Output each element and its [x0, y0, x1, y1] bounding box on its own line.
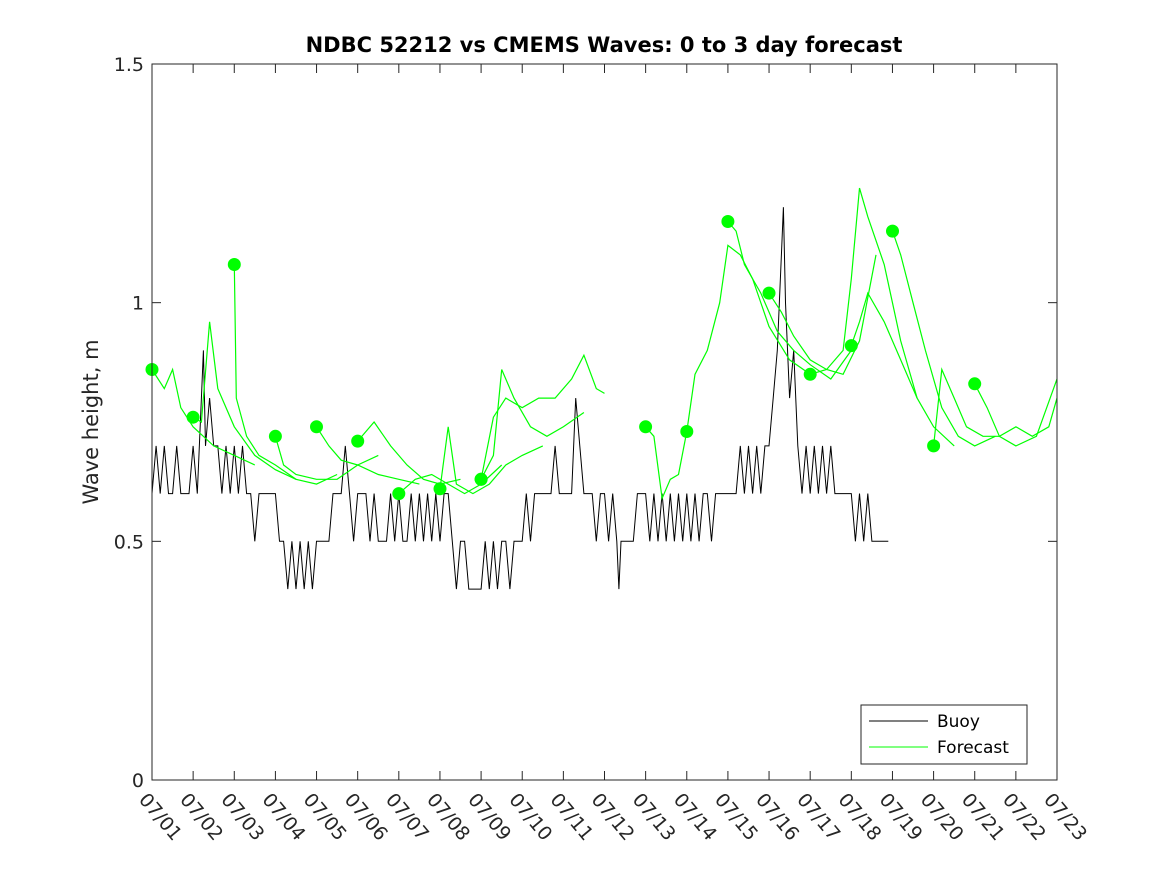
x-tick-label: 07/03	[216, 789, 268, 845]
forecast-start-marker-6	[351, 434, 365, 448]
forecast-start-marker-12	[680, 425, 694, 438]
x-tick-label: 07/23	[1039, 789, 1091, 845]
forecast-series	[151, 187, 1058, 501]
legend-forecast-label: Forecast	[937, 738, 1009, 758]
forecast-start-marker-7	[392, 487, 406, 501]
forecast-start-markers	[145, 215, 982, 501]
x-tick-label: 07/21	[957, 789, 1009, 845]
forecast-start-marker-18	[927, 439, 941, 453]
x-tick-label: 07/14	[669, 789, 721, 845]
forecast-line-5	[315, 426, 420, 485]
x-tick-label: 07/13	[628, 789, 680, 845]
legend: Buoy Forecast	[860, 704, 1028, 765]
forecast-start-marker-14	[762, 286, 776, 300]
forecast-start-marker-3	[227, 258, 241, 271]
forecast-line-13	[727, 221, 852, 380]
legend-box	[860, 704, 1028, 765]
buoy-line	[151, 207, 889, 590]
forecast-start-marker-19	[968, 377, 982, 391]
x-tick-label: 07/07	[381, 789, 433, 845]
x-tick-label: 07/11	[546, 789, 598, 845]
x-tick-label: 07/12	[587, 789, 639, 845]
forecast-line-10	[480, 353, 605, 480]
forecast-line-3	[233, 264, 338, 485]
y-axis-label: Wave height, m	[79, 339, 103, 504]
y-tick-label: 1.5	[114, 54, 144, 76]
x-tick-label: 07/17	[792, 789, 844, 845]
buoy-series	[151, 207, 889, 590]
x-tick-label: 07/06	[340, 789, 392, 845]
forecast-start-marker-15	[803, 367, 817, 381]
forecast-start-marker-10	[474, 472, 488, 486]
forecast-start-marker-2	[186, 410, 200, 424]
x-tick-label: 07/19	[875, 789, 927, 845]
chart-title: NDBC 52212 vs CMEMS Waves: 0 to 3 day fo…	[306, 33, 903, 57]
x-tick-label: 07/01	[134, 789, 186, 845]
forecast-line-18	[933, 367, 1058, 447]
forecast-line-16	[850, 291, 955, 447]
plot-area	[152, 64, 1057, 780]
x-tick-label: 07/20	[916, 789, 968, 845]
y-tick-label: 1	[132, 293, 144, 315]
forecast-line-15	[810, 187, 918, 399]
forecast-line-9	[480, 369, 585, 480]
y-tick-label: 0	[132, 770, 144, 792]
x-tick-label: 07/18	[833, 789, 885, 845]
forecast-start-marker-11	[639, 420, 653, 434]
forecast-start-marker-17	[886, 224, 899, 238]
x-tick-label: 07/05	[299, 789, 351, 845]
y-tick-label: 0.5	[114, 531, 144, 553]
forecast-start-marker-16	[844, 339, 858, 353]
forecast-start-marker-5	[310, 420, 323, 434]
x-tick-label: 07/16	[751, 789, 803, 845]
x-tick-label: 07/04	[258, 789, 310, 845]
forecast-line-8	[439, 426, 544, 495]
forecast-start-marker-8	[433, 482, 447, 496]
forecast-line-17	[891, 230, 996, 447]
forecast-line-12	[686, 244, 811, 432]
x-tick-label: 07/15	[710, 789, 762, 845]
x-tick-label: 07/10	[504, 789, 556, 845]
x-tick-label: 07/08	[422, 789, 474, 845]
y-axis-ticks: 0 0.5 1 1.5	[114, 54, 1057, 792]
forecast-line-19	[974, 383, 1058, 438]
forecast-line-2	[192, 321, 297, 480]
x-tick-label: 07/02	[175, 789, 227, 845]
x-tick-label: 07/09	[463, 789, 515, 845]
forecast-start-marker-13	[721, 215, 735, 228]
x-tick-label: 07/22	[998, 789, 1050, 845]
legend-buoy-label: Buoy	[937, 712, 980, 732]
forecast-start-marker-4	[268, 429, 282, 443]
forecast-line-11	[645, 426, 688, 501]
